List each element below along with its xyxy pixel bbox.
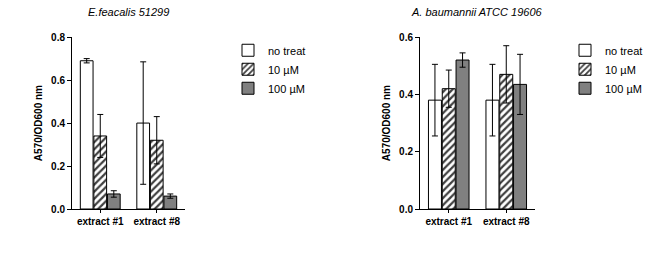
svg-text:0.2: 0.2 bbox=[51, 161, 65, 172]
svg-text:0.6: 0.6 bbox=[51, 75, 65, 86]
svg-text:0.4: 0.4 bbox=[51, 118, 65, 129]
svg-text:100 µM: 100 µM bbox=[605, 83, 642, 95]
svg-text:A570/OD600 nm: A570/OD600 nm bbox=[381, 85, 392, 161]
svg-text:0.8: 0.8 bbox=[51, 32, 65, 43]
svg-text:10 µM: 10 µM bbox=[605, 64, 636, 76]
svg-text:10 µM: 10 µM bbox=[268, 64, 299, 76]
svg-text:100 µM: 100 µM bbox=[268, 83, 305, 95]
svg-text:extract #1: extract #1 bbox=[77, 216, 124, 227]
svg-text:extract #8: extract #8 bbox=[133, 216, 180, 227]
svg-text:extract #1: extract #1 bbox=[425, 216, 472, 227]
svg-text:extract #8: extract #8 bbox=[483, 216, 530, 227]
svg-text:A570/OD600 nm: A570/OD600 nm bbox=[33, 85, 44, 161]
svg-text:0.6: 0.6 bbox=[399, 32, 413, 43]
svg-text:0.2: 0.2 bbox=[399, 146, 413, 157]
svg-text:E.feacalis 51299: E.feacalis 51299 bbox=[88, 6, 169, 18]
svg-text:0.0: 0.0 bbox=[51, 204, 65, 215]
svg-text:0.0: 0.0 bbox=[399, 204, 413, 215]
svg-text:no treat: no treat bbox=[605, 45, 642, 57]
svg-text:0.4: 0.4 bbox=[399, 89, 413, 100]
svg-text:no treat: no treat bbox=[268, 45, 305, 57]
svg-text:A. baumannii ATCC 19606: A. baumannii ATCC 19606 bbox=[411, 6, 543, 18]
